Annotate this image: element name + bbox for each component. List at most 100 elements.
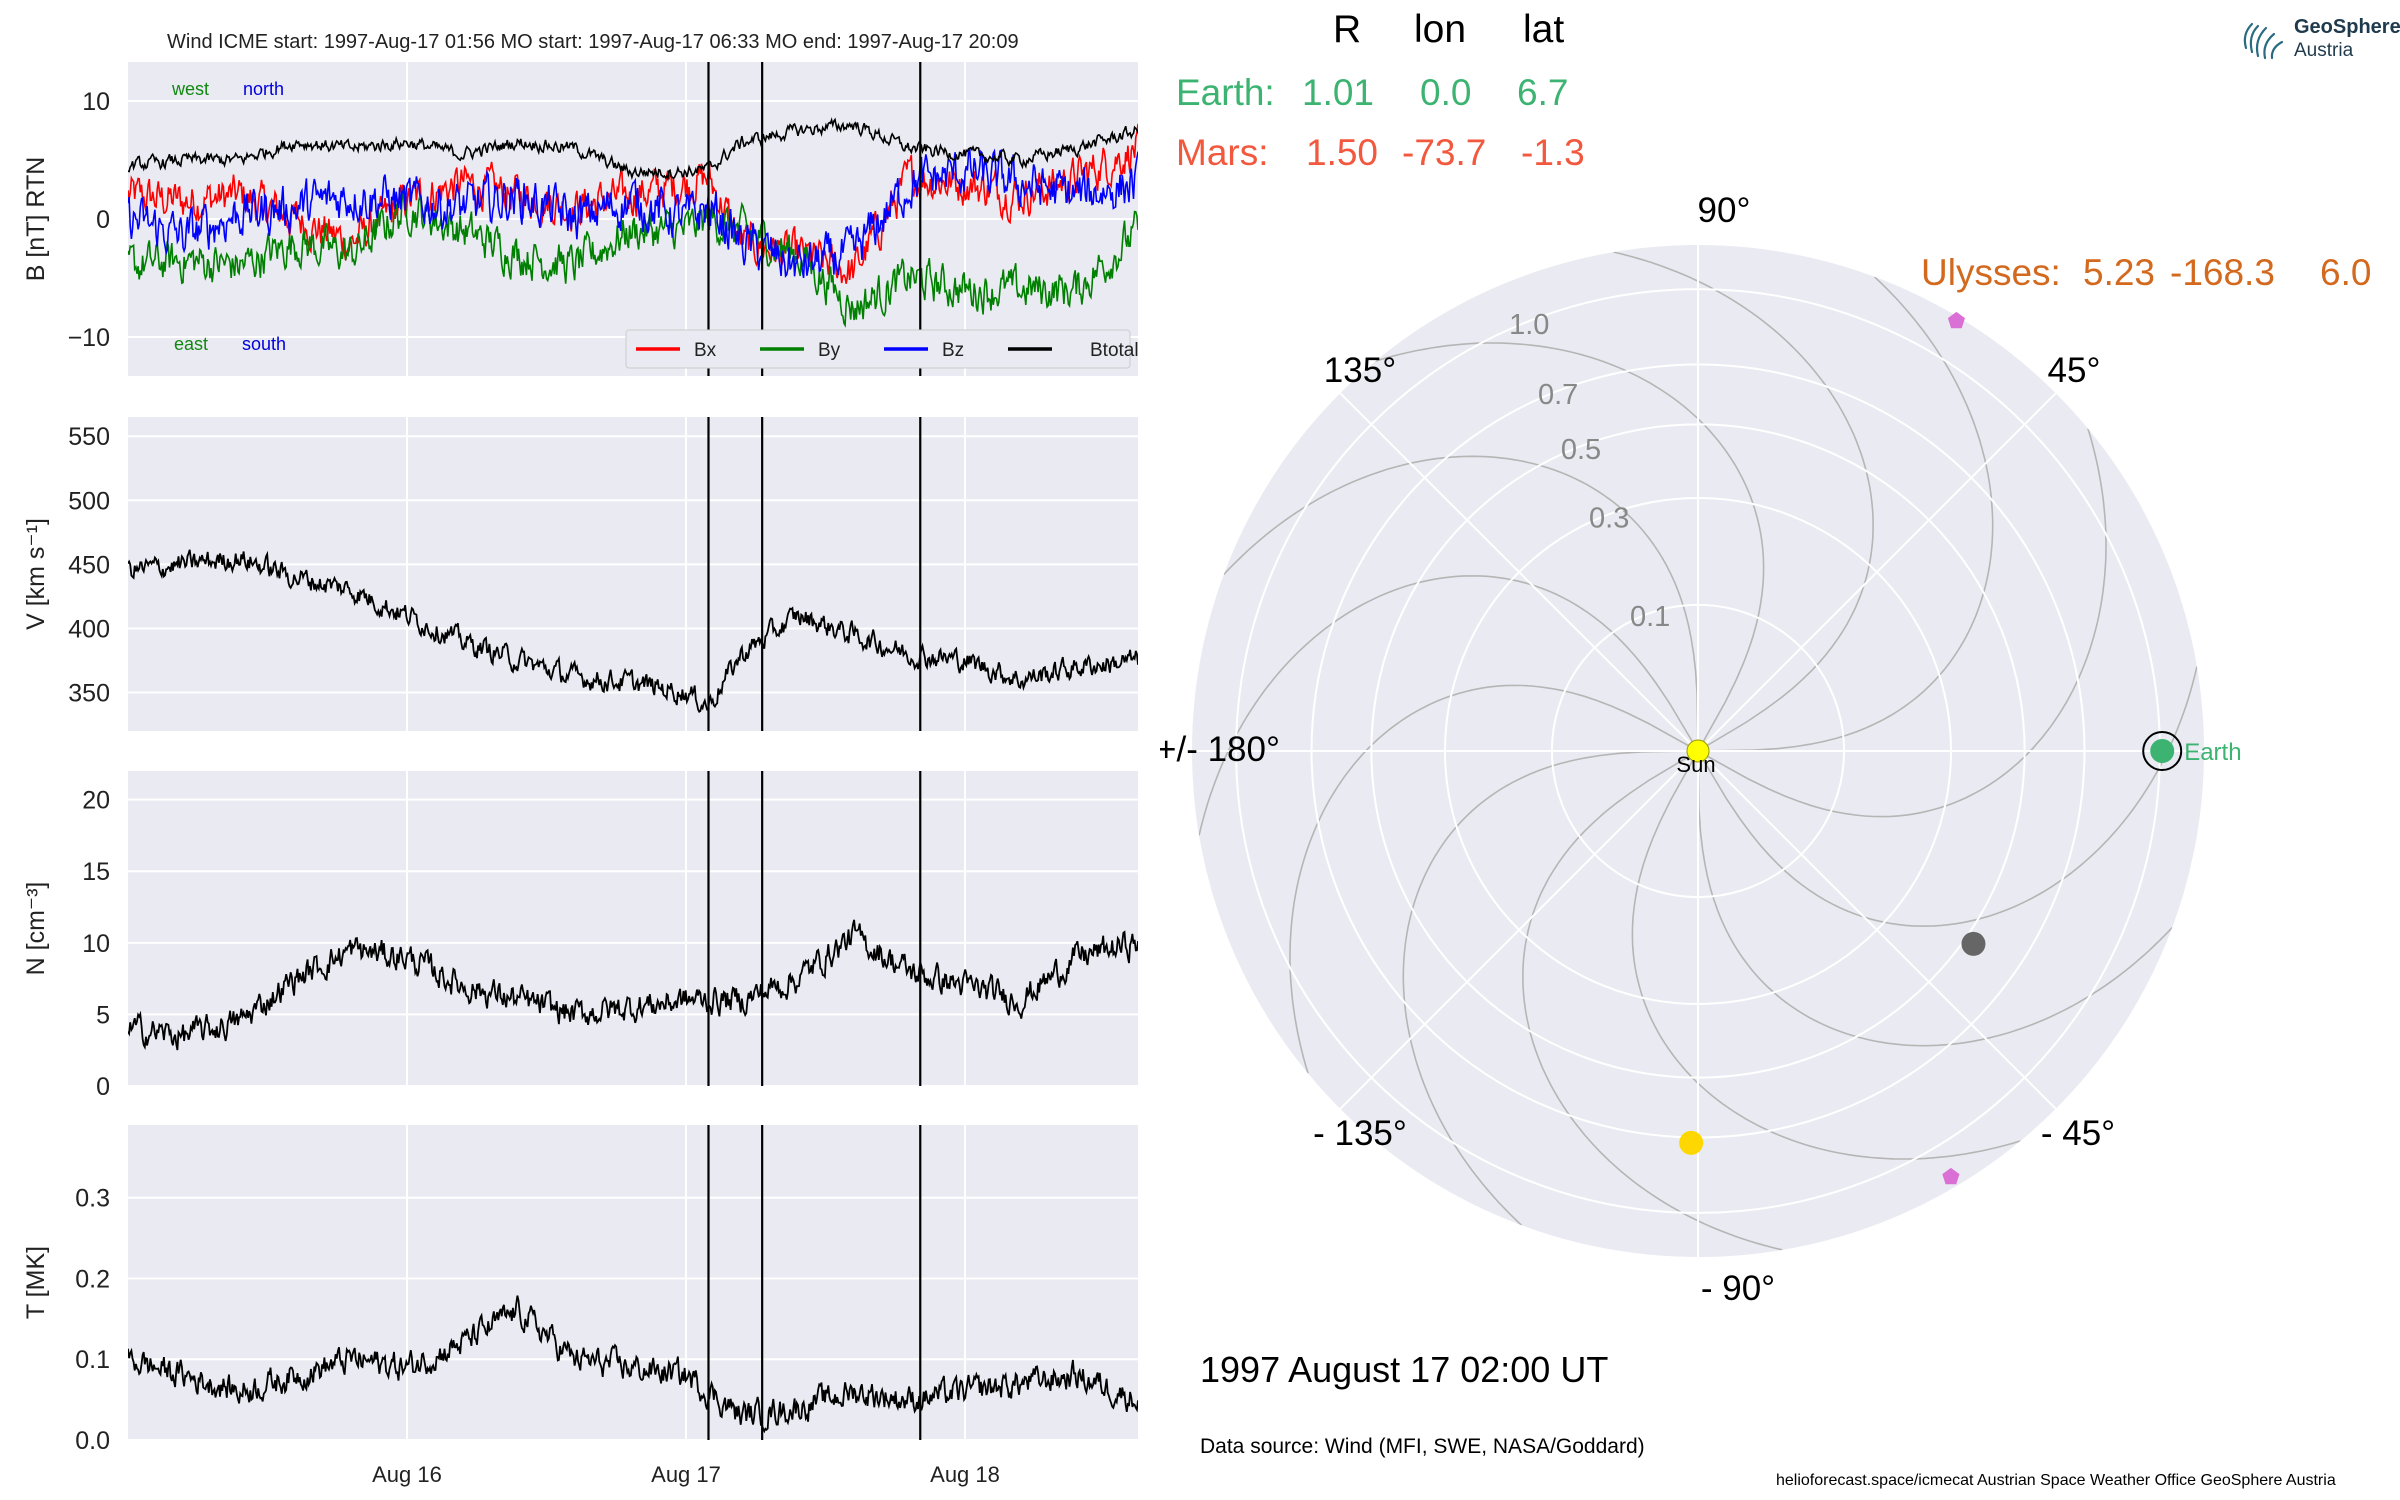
earth-ring bbox=[2142, 731, 2183, 771]
earth-lon: 0.0 bbox=[1420, 72, 1472, 113]
y-tick-label: 20 bbox=[82, 787, 110, 815]
y-axis-label: B [nT] RTN bbox=[22, 157, 50, 282]
angular-gridline bbox=[1339, 392, 1699, 752]
direction-label-south: south bbox=[242, 334, 286, 354]
y-tick-label: 450 bbox=[68, 551, 110, 579]
radial-tick-label: 1.0 bbox=[1509, 309, 1549, 341]
angular-gridline bbox=[1697, 392, 2057, 752]
y-axis-label: N [cm⁻³] bbox=[22, 882, 50, 976]
series-By bbox=[128, 189, 1138, 328]
y-axis-label: V [km s⁻¹] bbox=[22, 518, 50, 630]
series-temperature bbox=[128, 1295, 1138, 1434]
col-header-r: R bbox=[1333, 8, 1362, 51]
header-title: Wind ICME start: 1997-Aug-17 01:56 MO st… bbox=[167, 31, 1019, 53]
radial-tick-label: 0.3 bbox=[1589, 502, 1629, 534]
sun-marker bbox=[1686, 739, 1710, 763]
y-tick-label: 550 bbox=[68, 423, 110, 451]
legend-label-Bz: Bz bbox=[942, 340, 964, 361]
panel-speed: 550 500 450 400 350 V [km s⁻¹] bbox=[22, 417, 1138, 731]
angular-gridline bbox=[1697, 750, 2057, 1110]
direction-label-west: west bbox=[171, 79, 209, 99]
mars-r: 1.50 bbox=[1306, 132, 1379, 173]
angle-label: 90° bbox=[1698, 191, 1751, 230]
ulysses-lat: 6.0 bbox=[2320, 252, 2372, 293]
legend-label-Btotal: Btotal bbox=[1090, 340, 1139, 361]
earth-label: Earth bbox=[2184, 739, 2241, 766]
series-Btotal bbox=[128, 117, 1138, 183]
y-tick-label: 400 bbox=[68, 615, 110, 643]
direction-label-east: east bbox=[174, 334, 208, 354]
col-header-lon: lon bbox=[1414, 8, 1467, 51]
magenta-body-2-marker bbox=[1942, 1167, 1960, 1185]
polar-orbit-plot: 0.10.30.50.71.00° HEEQ45°90°135°+/- 180°… bbox=[1160, 191, 2242, 1308]
ulysses-r: 5.23 bbox=[2083, 252, 2156, 293]
earth-r: 1.01 bbox=[1302, 72, 1375, 113]
plot-area bbox=[128, 771, 1138, 1086]
angle-label: - 45° bbox=[2041, 1114, 2115, 1153]
time-series-plots: 10 0 −10 B [nT] RTN west north east south Bx By Bz… bbox=[22, 31, 1139, 1487]
grey-body-marker bbox=[1961, 931, 1986, 956]
yellow-body-marker bbox=[1679, 1130, 1704, 1155]
col-header-lat: lat bbox=[1523, 8, 1565, 51]
logo-line2: Austria bbox=[2294, 40, 2354, 61]
data-lines bbox=[128, 919, 1138, 1051]
legend: Bx By Bz Btotal bbox=[625, 329, 1139, 369]
angle-label: 135° bbox=[1324, 351, 1396, 390]
y-tick-label: 5 bbox=[96, 1001, 110, 1029]
panel-magnetic-field: 10 0 −10 B [nT] RTN west north east south Bx By Bz… bbox=[22, 62, 1139, 376]
angle-label: 45° bbox=[2048, 351, 2101, 390]
series-Bx bbox=[128, 123, 1138, 284]
data-lines bbox=[128, 117, 1138, 328]
angle-label: - 90° bbox=[1701, 1269, 1775, 1308]
panel-density: 20 15 10 5 0 N [cm⁻³] bbox=[22, 771, 1138, 1101]
geosphere-logo: GeoSphere Austria bbox=[2236, 10, 2400, 66]
sun-label: Sun bbox=[1676, 752, 1715, 777]
y-tick-label: −10 bbox=[68, 324, 110, 352]
ulysses-lon: -168.3 bbox=[2170, 252, 2275, 293]
direction-label-north: north bbox=[243, 79, 284, 99]
plot-area bbox=[128, 1125, 1138, 1440]
y-tick-label: 0.1 bbox=[75, 1346, 110, 1374]
earth-marker bbox=[2150, 739, 2175, 763]
y-tick-label: 350 bbox=[68, 680, 110, 708]
series-density bbox=[128, 919, 1138, 1051]
y-tick-label: 0 bbox=[96, 206, 110, 234]
mars-label: Mars: bbox=[1176, 132, 1269, 173]
legend-label-Bx: Bx bbox=[694, 340, 717, 361]
data-lines bbox=[128, 1295, 1138, 1434]
y-tick-label: 500 bbox=[68, 487, 110, 515]
footer-credits: helioforecast.space/icmecat Austrian Spa… bbox=[1776, 1472, 2336, 1489]
legend-label-By: By bbox=[818, 340, 841, 361]
data-source-label: Data source: Wind (MFI, SWE, NASA/Goddar… bbox=[1200, 1435, 1645, 1458]
y-tick-label: 0.3 bbox=[75, 1185, 110, 1213]
x-tick-label: Aug 18 bbox=[930, 1462, 1000, 1487]
y-tick-label: 0.0 bbox=[75, 1427, 110, 1455]
date-label: 1997 August 17 02:00 UT bbox=[1200, 1349, 1609, 1390]
magenta-body-1-marker bbox=[1947, 311, 1965, 329]
y-tick-label: 0.2 bbox=[75, 1265, 110, 1293]
mars-lon: -73.7 bbox=[1402, 132, 1487, 173]
radial-tick-label: 0.5 bbox=[1561, 434, 1601, 466]
radial-tick-label: 0.1 bbox=[1630, 601, 1670, 633]
logo-line1: GeoSphere bbox=[2294, 16, 2400, 38]
y-tick-label: 15 bbox=[82, 858, 110, 886]
earth-lat: 6.7 bbox=[1517, 72, 1569, 113]
series-speed bbox=[128, 549, 1138, 713]
geosphere-logo-icon bbox=[2243, 22, 2284, 60]
x-tick-label: Aug 16 bbox=[372, 1462, 442, 1487]
data-lines bbox=[128, 549, 1138, 713]
y-tick-label: 10 bbox=[82, 930, 110, 958]
ulysses-label: Ulysses: bbox=[1921, 252, 2061, 293]
angle-label: - 135° bbox=[1313, 1114, 1407, 1153]
y-axis-label: T [MK] bbox=[22, 1246, 50, 1319]
mars-lat: -1.3 bbox=[1521, 132, 1585, 173]
x-tick-label: Aug 17 bbox=[651, 1462, 721, 1487]
earth-label: Earth: bbox=[1176, 72, 1275, 113]
y-tick-label: 10 bbox=[82, 88, 110, 116]
angle-label: +/- 180° bbox=[1160, 730, 1280, 769]
legend-frame bbox=[625, 329, 1131, 369]
angular-gridline bbox=[1339, 750, 1699, 1110]
radial-tick-label: 0.7 bbox=[1538, 379, 1578, 411]
